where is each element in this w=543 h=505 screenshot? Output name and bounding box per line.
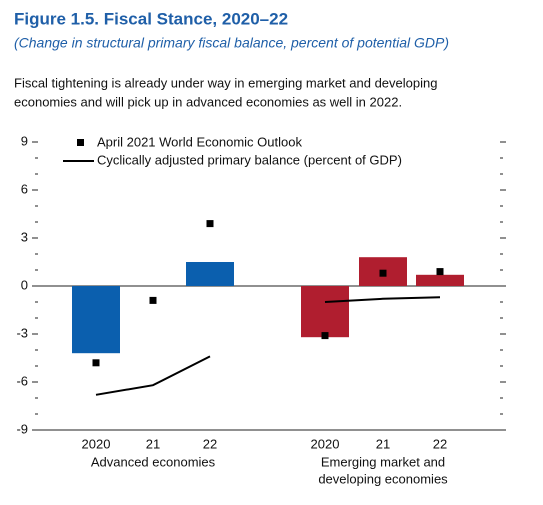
group-label: Advanced economies — [91, 454, 216, 469]
legend-marker — [77, 139, 84, 146]
note-line: Fiscal tightening is already under way i… — [14, 75, 437, 90]
y-tick-label: -6 — [16, 373, 28, 388]
note-line: economies and will pick up in advanced e… — [14, 94, 402, 109]
legend-label: April 2021 World Economic Outlook — [97, 134, 302, 149]
x-tick-label: 22 — [433, 436, 447, 451]
chart-subtitle: (Change in structural primary fiscal bal… — [14, 35, 449, 51]
weo-marker — [206, 220, 214, 228]
weo-marker — [92, 359, 100, 367]
x-tick-label: 2020 — [82, 436, 111, 451]
y-tick-label: 9 — [21, 133, 28, 148]
bar — [72, 286, 120, 354]
y-tick-label: 3 — [21, 229, 28, 244]
bar — [301, 286, 349, 338]
weo-marker — [379, 269, 387, 277]
x-tick-label: 22 — [203, 436, 217, 451]
capb-line — [324, 296, 441, 303]
weo-marker — [321, 332, 329, 340]
x-tick-label: 21 — [146, 436, 160, 451]
y-tick-label: -9 — [16, 421, 28, 436]
group-label: developing economies — [318, 471, 448, 486]
weo-marker — [149, 296, 157, 304]
weo-marker — [436, 268, 444, 276]
y-tick-label: 0 — [21, 277, 28, 292]
bar — [186, 262, 234, 286]
chart-title: Figure 1.5. Fiscal Stance, 2020–22 — [14, 9, 288, 28]
x-tick-label: 21 — [376, 436, 390, 451]
group-label: Emerging market and — [321, 454, 445, 469]
y-tick-label: 6 — [21, 181, 28, 196]
x-tick-label: 2020 — [311, 436, 340, 451]
bar — [416, 274, 464, 286]
y-tick-label: -3 — [16, 325, 28, 340]
legend-label: Cyclically adjusted primary balance (per… — [97, 152, 402, 167]
capb-line — [95, 355, 211, 396]
